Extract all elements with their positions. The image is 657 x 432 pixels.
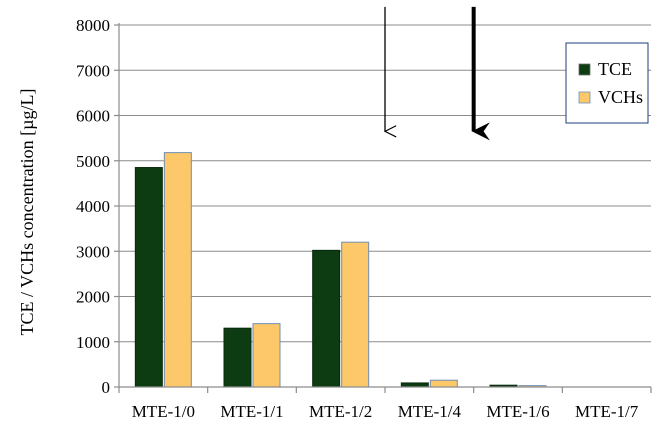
bar-tce-0 [134,167,163,388]
annotation-arrows [383,6,490,141]
x-category-label: MTE-1/0 [132,402,195,421]
bar-tce-1 [223,327,252,388]
y-tick-label: 1000 [76,333,110,352]
legend-swatch-vchs [578,91,591,104]
bar-vchs-0 [163,152,192,388]
bar-tce-2 [312,249,341,388]
bar-vchs-2 [341,241,370,388]
y-tick-label: 5000 [76,152,110,171]
legend-label-vchs: VCHs [598,87,643,107]
legend-swatch-tce [578,63,591,76]
y-tick-label: 0 [102,378,111,397]
y-tick-label: 4000 [76,197,110,216]
x-category-labels: MTE-1/0 MTE-1/1 MTE-1/2 MTE-1/4 MTE-1/6 MTE-1… [132,402,639,421]
bar-tce-3 [400,382,429,388]
y-tick-label: 8000 [76,16,110,35]
x-category-label: MTE-1/7 [575,402,639,421]
y-tick-label: 3000 [76,242,110,261]
y-tick-label: 2000 [76,288,110,307]
y-axis-label: TCE / VCHs concentration [µg/L] [17,89,37,336]
x-category-label: MTE-1/6 [486,402,549,421]
bar-vchs-1 [252,323,281,388]
legend: TCE VCHs [565,42,649,124]
y-tick-label: 6000 [76,107,110,126]
legend-box [565,42,649,124]
x-category-label: MTE-1/2 [309,402,372,421]
bars [134,152,547,388]
y-tick-label: 7000 [76,61,110,80]
bar-vchs-3 [429,379,458,388]
x-category-label: MTE-1/1 [220,402,283,421]
axes [114,23,652,393]
legend-label-tce: TCE [598,59,632,79]
y-tick-labels: 0 1000 2000 3000 4000 5000 6000 7000 8000 [76,16,110,397]
x-category-label: MTE-1/4 [398,402,462,421]
